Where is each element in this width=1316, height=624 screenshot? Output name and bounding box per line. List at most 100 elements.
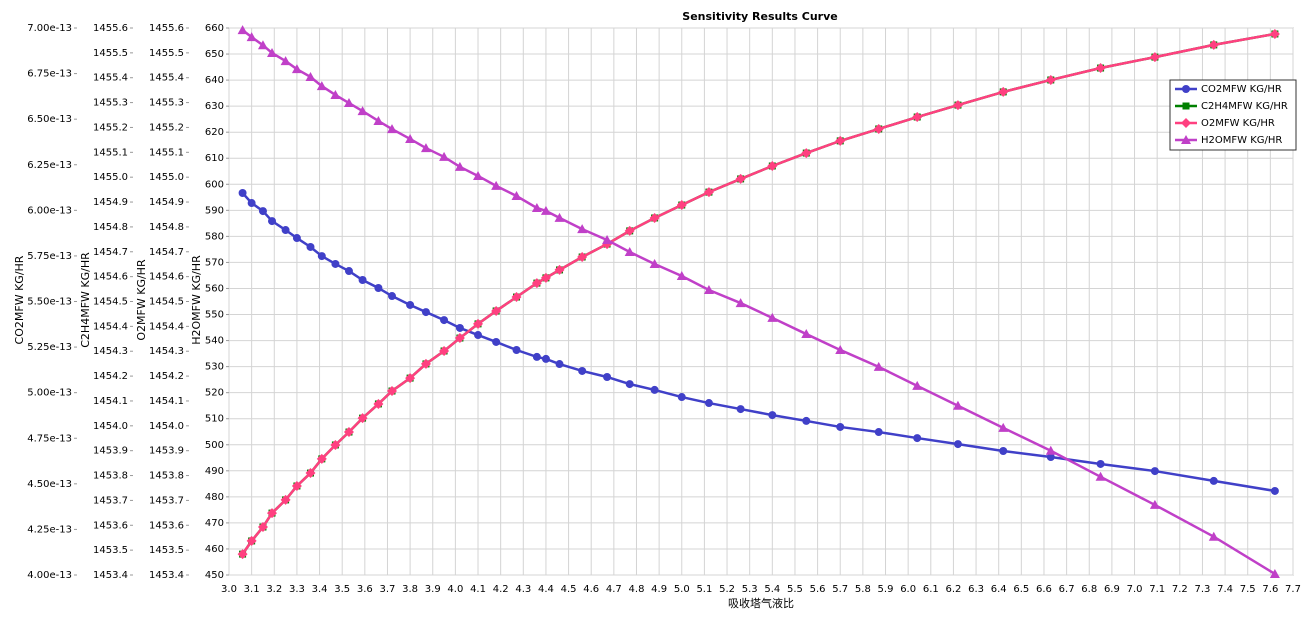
- x-tick-label: 7.6: [1262, 584, 1278, 595]
- legend-label: O2MFW KG/HR: [1201, 118, 1275, 129]
- data-point: [238, 189, 247, 198]
- y-tick-label: 630: [205, 101, 224, 112]
- y-tick-label: 490: [205, 466, 224, 477]
- x-tick-label: 5.1: [696, 584, 712, 595]
- data-point: [1269, 28, 1280, 39]
- data-point: [874, 428, 883, 437]
- data-point: [491, 305, 502, 316]
- data-point: [531, 278, 542, 289]
- y-tick-label: 590: [205, 205, 224, 216]
- data-point: [344, 267, 353, 276]
- data-point: [420, 143, 431, 153]
- x-tick-label: 6.5: [1013, 584, 1029, 595]
- data-point: [374, 284, 383, 293]
- y-tick-label: 1455.3: [149, 98, 184, 109]
- x-tick-label: 7.4: [1217, 584, 1233, 595]
- data-point: [703, 285, 714, 295]
- data-point: [386, 386, 397, 397]
- y-tick-label: 1453.8: [93, 471, 128, 482]
- y-tick-label: 1455.1: [93, 147, 128, 158]
- y-tick-label: 6.75e-13: [27, 69, 72, 80]
- data-point: [491, 180, 502, 190]
- y-tick-label: 1454.8: [149, 222, 184, 233]
- data-point: [912, 380, 923, 390]
- y-axis-label: O2MFW KG/HR: [135, 259, 148, 341]
- x-tick-label: 7.7: [1285, 584, 1301, 595]
- y-tick-label: 570: [205, 257, 224, 268]
- data-point: [330, 89, 341, 99]
- x-tick-label: 4.1: [470, 584, 486, 595]
- x-tick-label: 4.7: [606, 584, 622, 595]
- x-tick-label: 5.8: [855, 584, 871, 595]
- data-point: [291, 480, 302, 491]
- data-point: [439, 345, 450, 356]
- data-point: [952, 400, 963, 410]
- y-tick-label: 1454.2: [93, 371, 128, 382]
- x-tick-label: 6.7: [1059, 584, 1075, 595]
- data-point: [999, 447, 1008, 456]
- data-point: [912, 112, 923, 123]
- y-tick-label: 1455.5: [149, 48, 184, 59]
- legend-marker: [1182, 102, 1190, 110]
- data-point: [316, 81, 327, 91]
- data-point: [676, 270, 687, 280]
- legend-label: H2OMFW KG/HR: [1201, 135, 1282, 146]
- y-tick-label: 1455.0: [93, 172, 128, 183]
- data-point: [578, 366, 587, 375]
- data-point: [913, 434, 922, 443]
- y-tick-label: 1454.5: [149, 297, 184, 308]
- y-tick-label: 640: [205, 75, 224, 86]
- data-point: [554, 212, 565, 222]
- x-tick-label: 6.0: [900, 584, 916, 595]
- x-tick-label: 3.2: [266, 584, 282, 595]
- data-point: [512, 346, 521, 355]
- data-point: [540, 205, 551, 215]
- y-tick-label: 530: [205, 362, 224, 373]
- y-tick-label: 1453.7: [93, 495, 128, 506]
- y-tick-label: 1454.2: [149, 371, 184, 382]
- data-point: [767, 312, 778, 322]
- y-tick-label: 1454.3: [93, 346, 128, 357]
- data-point: [316, 453, 327, 464]
- legend-box: [1169, 79, 1297, 151]
- y-tick-label: 1453.4: [93, 570, 128, 581]
- x-tick-label: 4.2: [493, 584, 509, 595]
- data-point: [291, 64, 302, 74]
- y-tick-label: 1454.8: [93, 222, 128, 233]
- data-point: [455, 323, 464, 332]
- data-point: [554, 264, 565, 275]
- data-point: [331, 259, 340, 268]
- y-tick-label: 1453.9: [93, 446, 128, 457]
- y-tick-label: 600: [205, 179, 224, 190]
- x-tick-label: 6.2: [945, 584, 961, 595]
- data-point: [357, 413, 368, 424]
- y-tick-label: 580: [205, 231, 224, 242]
- y-tick-label: 1454.7: [93, 247, 128, 258]
- data-point: [247, 199, 256, 208]
- data-point: [317, 252, 326, 261]
- y-tick-label: 480: [205, 492, 224, 503]
- data-point: [280, 56, 291, 66]
- data-point: [624, 225, 635, 236]
- data-point: [511, 292, 522, 303]
- y-axis-label: H2OMFW KG/HR: [190, 255, 203, 345]
- x-tick-label: 5.0: [674, 584, 690, 595]
- x-tick-label: 5.2: [719, 584, 735, 595]
- y-tick-label: 1454.6: [93, 272, 128, 283]
- data-point: [801, 329, 812, 339]
- y-tick-label: 6.25e-13: [27, 160, 72, 171]
- x-tick-label: 6.6: [1036, 584, 1052, 595]
- data-point: [306, 242, 315, 251]
- y-tick-label: 5.50e-13: [27, 297, 72, 308]
- data-point: [1269, 568, 1280, 578]
- data-point: [735, 298, 746, 308]
- data-point: [280, 494, 291, 505]
- y-axis-label: CO2MFW KG/HR: [13, 255, 26, 344]
- y-tick-label: 1455.6: [93, 23, 128, 34]
- y-tick-label: 520: [205, 388, 224, 399]
- x-tick-label: 7.1: [1149, 584, 1165, 595]
- data-point: [473, 170, 484, 180]
- data-point: [835, 344, 846, 354]
- data-point: [267, 48, 278, 58]
